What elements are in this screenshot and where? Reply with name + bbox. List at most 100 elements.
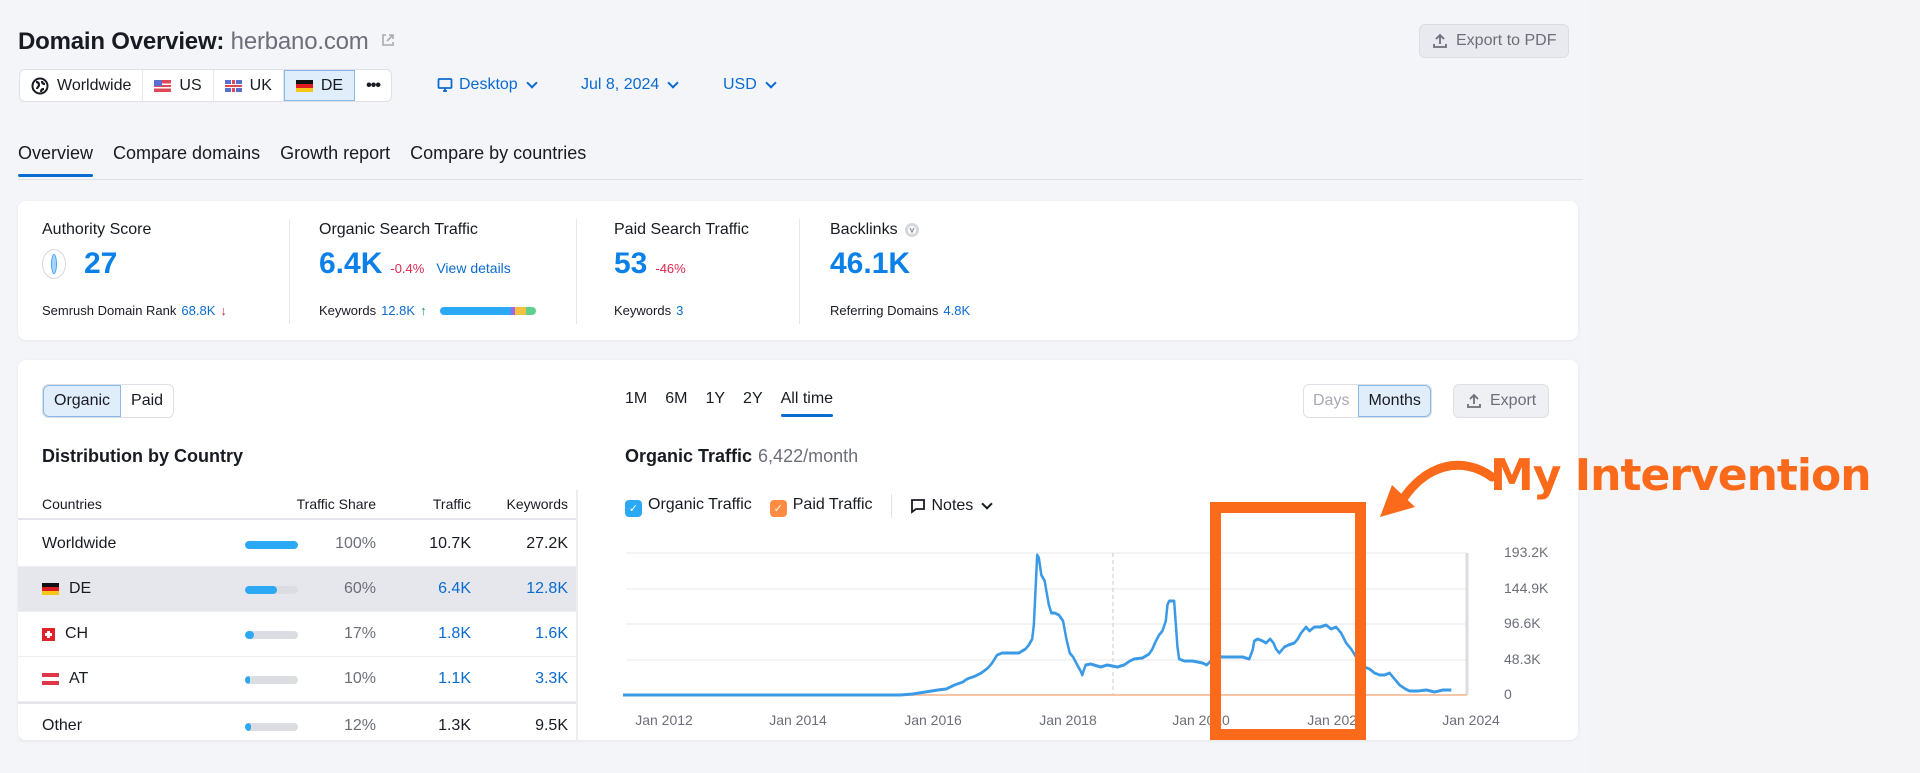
- x-tick: Jan 2022: [1307, 712, 1365, 728]
- chevron-down-icon: [526, 77, 538, 89]
- traffic-link[interactable]: 1.1K: [438, 670, 471, 687]
- notes-label: Notes: [931, 497, 974, 514]
- flag-de-icon: [295, 79, 313, 92]
- database-selector: Worldwide US UK DE •••: [19, 69, 392, 102]
- keyword-intent-bar[interactable]: [439, 306, 536, 315]
- checkbox-checked-icon: ✓: [625, 499, 642, 517]
- traffic-link[interactable]: 6.4K: [438, 580, 471, 597]
- col-countries[interactable]: Countries: [42, 496, 102, 512]
- flag-de-icon: [42, 583, 59, 595]
- export-button[interactable]: Export: [1453, 384, 1550, 418]
- legend-organic-traffic[interactable]: ✓ Organic Traffic: [625, 496, 752, 517]
- period-all-time[interactable]: All time: [780, 390, 834, 417]
- chart-title-value: 6,422/month: [758, 446, 859, 466]
- organic-traffic-label: Organic Search Traffic: [319, 221, 478, 238]
- table-row[interactable]: CH 17% 1.8K 1.6K: [18, 612, 576, 657]
- keywords-value: 27.2K: [526, 535, 568, 552]
- traffic-share-bar: [245, 541, 298, 549]
- domain-link[interactable]: herbano.com: [230, 28, 369, 55]
- period-tabs: 1M 6M 1Y 2Y All time: [625, 390, 834, 417]
- report-tabs: Overview Compare domains Growth report C…: [18, 143, 587, 177]
- date-selector[interactable]: Jul 8, 2024: [581, 73, 679, 97]
- traffic-link[interactable]: 1.8K: [438, 625, 471, 642]
- view-details-link[interactable]: View details: [436, 260, 511, 276]
- paid-keywords-value[interactable]: 3: [676, 303, 684, 318]
- traffic-share: 100%: [335, 535, 376, 552]
- external-link-icon[interactable]: [381, 26, 395, 54]
- db-us-button[interactable]: US: [143, 70, 214, 101]
- keywords-link[interactable]: 12.8K: [526, 580, 568, 597]
- tab-growth-report[interactable]: Growth report: [280, 143, 391, 163]
- intervention-highlight-box: [1210, 502, 1366, 740]
- tab-overview[interactable]: Overview: [18, 143, 94, 177]
- trend-down-icon: ↓: [220, 303, 227, 318]
- paid-traffic-value[interactable]: 53: [614, 247, 648, 280]
- info-icon[interactable]: [904, 222, 920, 238]
- tab-compare-domains[interactable]: Compare domains: [113, 143, 261, 163]
- desktop-icon: [437, 78, 453, 92]
- table-scrollbar[interactable]: [576, 490, 578, 740]
- checkbox-checked-icon: ✓: [769, 499, 787, 517]
- trend-up-icon: ↑: [420, 303, 427, 318]
- legend-paid-traffic[interactable]: ✓ Paid Traffic: [769, 496, 873, 517]
- table-row[interactable]: AT 10% 1.1K 3.3K: [18, 657, 576, 702]
- tab-compare-by-countries[interactable]: Compare by countries: [410, 143, 587, 163]
- traffic-share: 17%: [343, 625, 376, 642]
- more-databases-button[interactable]: •••: [355, 70, 391, 101]
- export-to-pdf-button[interactable]: Export to PDF: [1419, 24, 1570, 58]
- organic-traffic-value[interactable]: 6.4K: [319, 247, 383, 280]
- device-selector[interactable]: Desktop: [437, 73, 538, 97]
- authority-score-widget: Authority Score 27 Semrush Domain Rank 6…: [42, 221, 227, 318]
- toggle-paid[interactable]: Paid: [131, 392, 164, 409]
- paid-keywords-label: Keywords: [614, 303, 672, 318]
- organic-traffic-chart[interactable]: 193.2K 144.9K 96.6K 48.3K 0 Jan 2012 Jan…: [608, 535, 1558, 740]
- organic-traffic-delta: -0.4%: [390, 261, 425, 276]
- referring-domains-value[interactable]: 4.8K: [943, 303, 971, 318]
- col-traffic[interactable]: Traffic: [432, 496, 471, 512]
- table-row[interactable]: Other 12% 1.3K 9.5K: [18, 702, 576, 742]
- chart-legend: ✓ Organic Traffic ✓ Paid Traffic Notes: [625, 494, 993, 518]
- keywords-link[interactable]: 1.6K: [535, 625, 568, 642]
- authority-score-value[interactable]: 27: [84, 247, 118, 280]
- traffic-share-bar: [245, 586, 298, 594]
- referring-domains: Referring Domains 4.8K: [830, 303, 970, 318]
- x-tick: Jan 2024: [1442, 712, 1500, 728]
- table-row[interactable]: Worldwide 100% 10.7K 27.2K: [18, 522, 576, 567]
- traffic-share: 60%: [343, 580, 376, 597]
- metrics-card: Authority Score 27 Semrush Domain Rank 6…: [18, 201, 1578, 340]
- toggle-organic[interactable]: Organic: [43, 385, 122, 417]
- traffic-card: Organic Paid Distribution by Country Cou…: [18, 360, 1578, 742]
- db-uk-button[interactable]: UK: [214, 70, 284, 101]
- col-keywords[interactable]: Keywords: [506, 496, 568, 512]
- chevron-down-icon: [765, 77, 777, 89]
- db-worldwide-button[interactable]: Worldwide: [20, 70, 144, 101]
- domain-rank-value[interactable]: 68.8K: [181, 303, 216, 318]
- toggle-days[interactable]: Days: [1313, 392, 1350, 409]
- organic-keywords: Keywords 12.8K ↑: [319, 303, 536, 318]
- flag-uk-icon: [224, 79, 242, 92]
- export-label: Export: [1490, 392, 1537, 409]
- backlinks-value[interactable]: 46.1K: [830, 247, 911, 280]
- country-name: Worldwide: [42, 535, 117, 552]
- period-6m[interactable]: 6M: [665, 390, 688, 407]
- db-us-label: US: [179, 76, 202, 94]
- table-row[interactable]: DE 60% 6.4K 12.8K: [18, 567, 576, 612]
- notes-dropdown[interactable]: Notes: [910, 497, 993, 515]
- toggle-months[interactable]: Months: [1358, 385, 1431, 417]
- curved-arrow-icon: [1380, 460, 1497, 517]
- distribution-title: Distribution by Country: [42, 446, 243, 466]
- period-2y[interactable]: 2Y: [743, 390, 763, 407]
- organic-keywords-value[interactable]: 12.8K: [381, 303, 416, 318]
- period-1y[interactable]: 1Y: [705, 390, 726, 407]
- x-tick: Jan 2012: [635, 712, 693, 728]
- domain-rank-label: Semrush Domain Rank: [42, 303, 177, 318]
- paid-traffic-label: Paid Search Traffic: [614, 221, 749, 238]
- keywords-link[interactable]: 3.3K: [535, 670, 568, 687]
- x-tick: Jan 2018: [1039, 712, 1097, 728]
- currency-selector[interactable]: USD: [723, 73, 777, 97]
- db-de-button[interactable]: DE: [283, 70, 356, 101]
- col-traffic-share[interactable]: Traffic Share: [296, 496, 376, 512]
- period-1m[interactable]: 1M: [625, 390, 648, 407]
- line-chart: [623, 552, 1469, 697]
- tabs-divider: [18, 179, 1583, 180]
